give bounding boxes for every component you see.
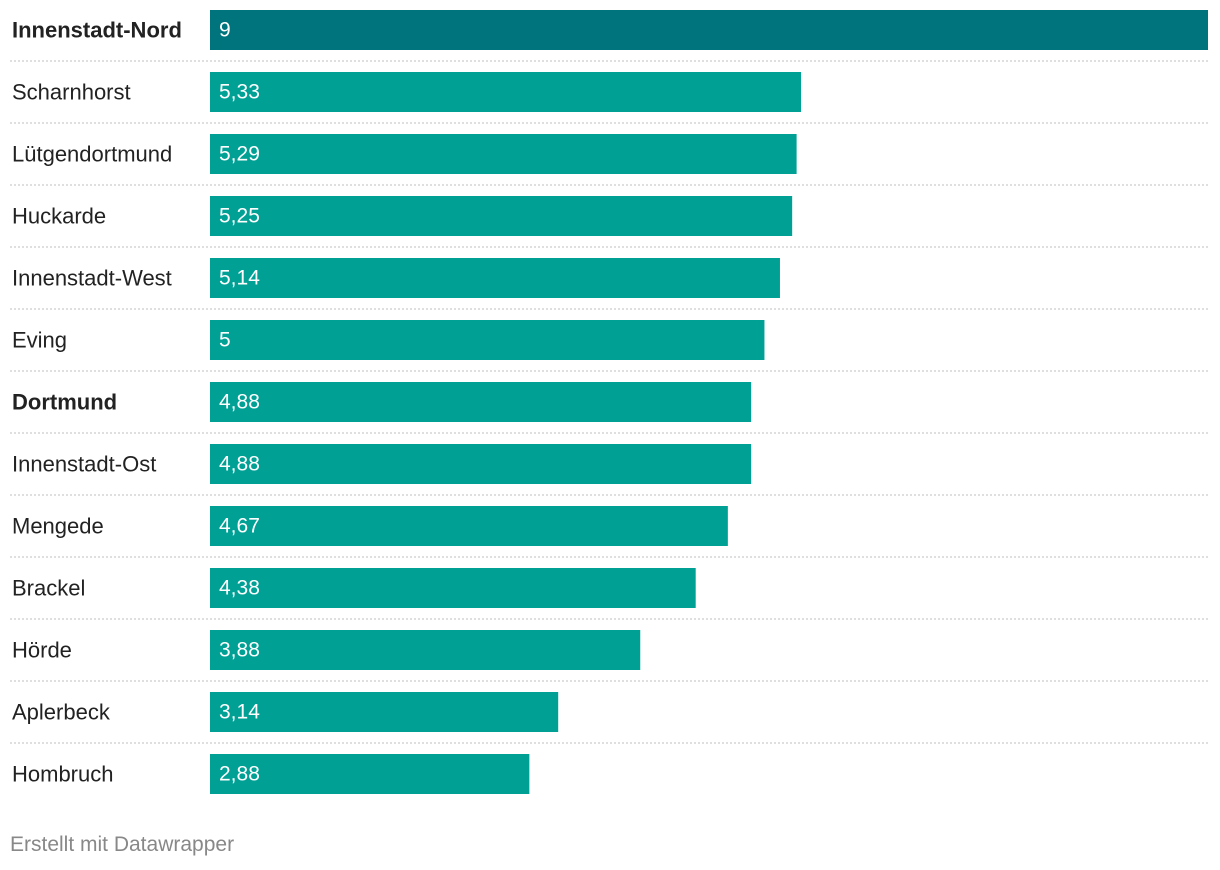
value-label: 3,14 — [219, 701, 260, 724]
bar — [210, 506, 728, 546]
value-label: 3,88 — [219, 639, 260, 662]
category-label: Innenstadt-West — [12, 266, 172, 291]
bar — [210, 258, 780, 298]
bar — [210, 692, 559, 732]
category-label: Mengede — [12, 514, 104, 539]
bar — [210, 568, 696, 608]
category-label: Brackel — [12, 576, 85, 601]
value-label: 4,88 — [219, 453, 260, 476]
bar — [210, 72, 802, 112]
value-label: 9 — [219, 19, 231, 42]
bar — [210, 320, 765, 360]
category-label: Innenstadt-Ost — [12, 452, 156, 477]
value-label: 5 — [219, 329, 231, 352]
category-label: Dortmund — [12, 390, 117, 415]
value-label: 4,67 — [219, 515, 260, 538]
category-label: Hombruch — [12, 762, 113, 787]
value-label: 5,29 — [219, 143, 260, 166]
bar-chart: Innenstadt-Nord 9 Scharnhorst 5,33 Lütgendor… — [10, 10, 1208, 794]
category-label: Aplerbeck — [12, 700, 111, 725]
footer-credit: Erstellt mit Datawrapper — [10, 833, 235, 856]
bar — [210, 196, 793, 236]
category-label: Hörde — [12, 638, 72, 663]
value-label: 5,25 — [219, 205, 260, 228]
bar — [210, 630, 641, 670]
value-label: 5,14 — [219, 267, 260, 290]
value-label: 2,88 — [219, 763, 260, 786]
category-label: Lütgendortmund — [12, 142, 172, 167]
category-label: Huckarde — [12, 204, 106, 229]
bar — [210, 382, 752, 422]
value-label: 4,38 — [219, 577, 260, 600]
value-label: 4,88 — [219, 391, 260, 414]
category-label: Innenstadt-Nord — [12, 18, 182, 43]
category-label: Scharnhorst — [12, 80, 131, 105]
bar — [210, 134, 797, 174]
category-label: Eving — [12, 328, 67, 353]
bar — [210, 754, 530, 794]
bar — [210, 10, 1208, 50]
value-label: 5,33 — [219, 81, 260, 104]
bar — [210, 444, 752, 484]
